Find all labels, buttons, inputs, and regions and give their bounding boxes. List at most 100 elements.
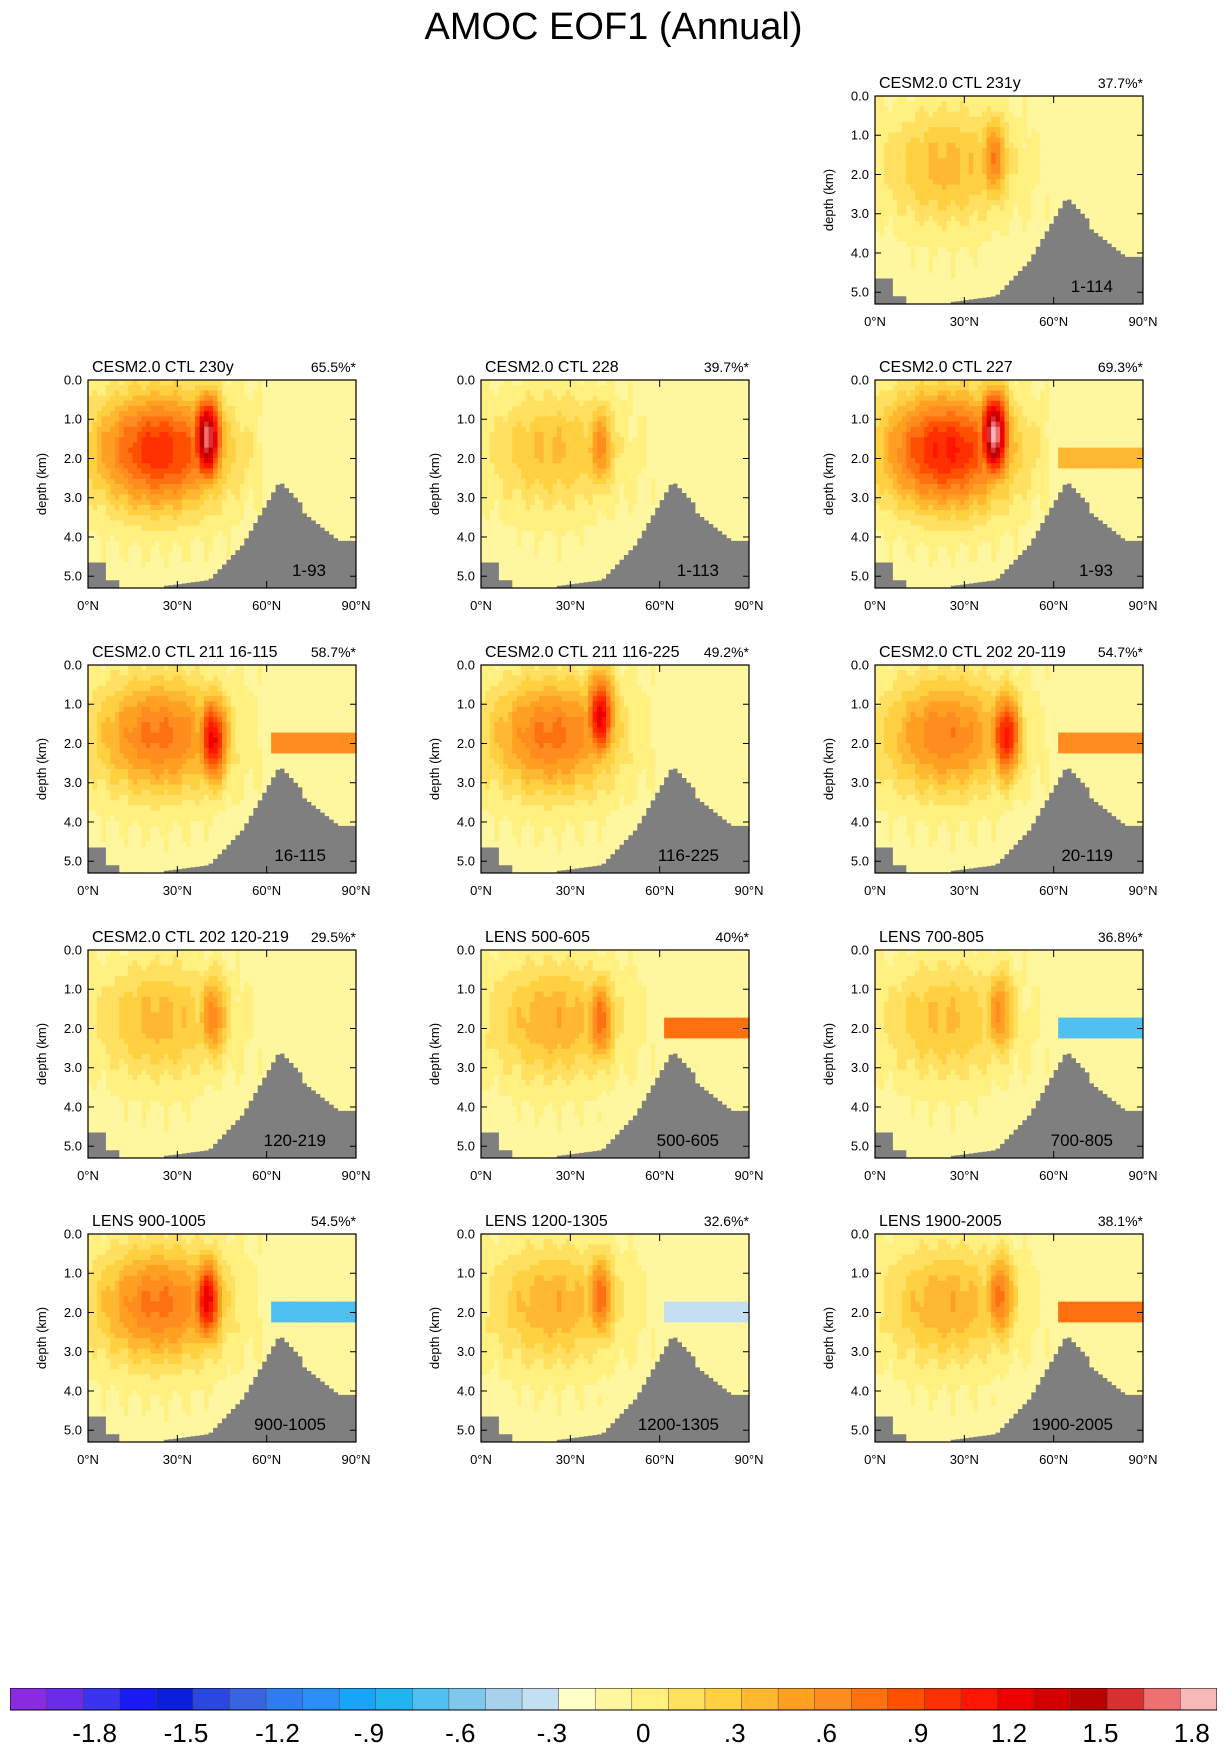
field-cell	[137, 536, 143, 542]
field-cell	[248, 437, 254, 443]
field-cell	[977, 215, 983, 222]
field-cell	[1040, 226, 1046, 232]
field-cell	[946, 231, 952, 237]
field-cell	[955, 246, 961, 253]
field-cell	[280, 390, 286, 397]
field-cell	[910, 142, 916, 149]
field-cell	[1040, 205, 1046, 211]
field-cell	[1089, 189, 1095, 196]
field-cell	[222, 515, 228, 521]
field-cell	[226, 421, 232, 428]
field-cell	[114, 406, 120, 412]
field-cell	[937, 241, 943, 248]
field-cell	[96, 468, 102, 475]
field-cell	[942, 267, 948, 274]
field-cell	[150, 385, 156, 391]
field-cell	[901, 226, 907, 232]
field-cell	[933, 236, 939, 243]
field-cell	[883, 231, 889, 237]
field-cell	[105, 515, 111, 521]
field-cell	[1049, 137, 1055, 144]
field-cell	[995, 226, 1001, 232]
field-cell	[168, 406, 174, 412]
field-cell	[217, 452, 223, 459]
field-cell	[128, 562, 134, 568]
field-cell	[239, 447, 245, 454]
field-cell	[297, 447, 303, 454]
field-cell	[1089, 220, 1095, 227]
field-cell	[928, 106, 934, 113]
field-cell	[338, 478, 344, 485]
field-cell	[271, 484, 277, 490]
field-cell	[239, 494, 245, 501]
field-cell	[964, 153, 970, 159]
field-cell	[1102, 122, 1108, 128]
field-cell	[1031, 158, 1037, 165]
field-cell	[302, 510, 308, 516]
field-cell	[897, 137, 903, 144]
field-cell	[950, 106, 956, 113]
field-cell	[239, 411, 245, 417]
field-cell	[351, 463, 357, 469]
field-cell	[959, 220, 965, 227]
field-cell	[489, 478, 495, 485]
field-cell	[1035, 226, 1041, 232]
field-cell	[1134, 215, 1140, 222]
field-cell	[1022, 132, 1028, 139]
field-cell	[284, 432, 290, 438]
field-cell	[235, 536, 241, 542]
field-cell	[986, 226, 992, 232]
field-cell	[1111, 127, 1117, 133]
field-cell	[1017, 215, 1023, 222]
field-cell	[101, 494, 107, 501]
field-cell	[208, 530, 214, 537]
field-cell	[217, 432, 223, 438]
field-cell	[1013, 194, 1019, 201]
field-cell	[995, 111, 1001, 118]
field-cell	[110, 520, 116, 527]
field-cell	[88, 437, 94, 443]
field-cell	[485, 504, 491, 511]
field-cell	[101, 520, 107, 527]
field-cell	[159, 473, 165, 480]
field-cell	[315, 478, 321, 485]
field-cell	[266, 452, 272, 459]
field-cell	[1129, 106, 1135, 113]
field-cell	[959, 122, 965, 128]
field-cell	[489, 520, 495, 527]
field-cell	[986, 210, 992, 217]
field-cell	[973, 283, 979, 289]
field-cell	[968, 226, 974, 232]
field-cell	[92, 458, 98, 464]
field-cell	[915, 231, 921, 237]
field-cell	[1031, 153, 1037, 159]
field-cell	[155, 385, 161, 391]
field-cell	[338, 432, 344, 438]
field-cell	[919, 205, 925, 211]
field-cell	[289, 426, 295, 433]
field-cell	[150, 380, 156, 386]
field-cell	[324, 400, 330, 407]
field-cell	[92, 494, 98, 501]
field-cell	[226, 458, 232, 464]
field-cell	[489, 551, 495, 558]
field-cell	[991, 262, 997, 269]
field-cell	[933, 278, 939, 284]
field-cell	[489, 411, 495, 417]
field-cell	[110, 426, 116, 433]
field-cell	[1013, 241, 1019, 248]
field-cell	[1053, 205, 1059, 211]
field-cell	[1044, 106, 1050, 113]
field-cell	[333, 447, 339, 454]
field-cell	[919, 262, 925, 269]
field-cell	[879, 226, 885, 232]
field-cell	[1058, 189, 1064, 196]
field-cell	[208, 510, 214, 516]
field-cell	[901, 278, 907, 284]
field-cell	[302, 494, 308, 501]
field-cell	[347, 395, 353, 402]
field-cell	[888, 122, 894, 128]
field-cell	[1022, 111, 1028, 118]
field-cell	[879, 168, 885, 175]
field-cell	[1076, 132, 1082, 139]
